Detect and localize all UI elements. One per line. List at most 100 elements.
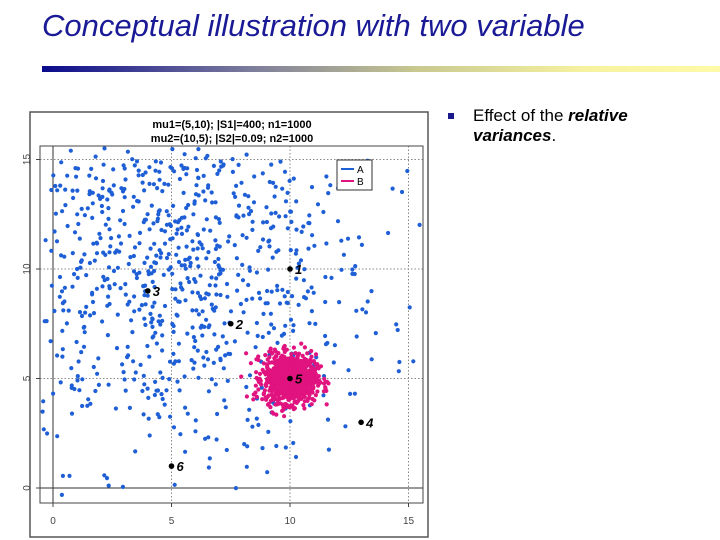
point-series-A — [269, 289, 274, 294]
point-series-A — [225, 294, 230, 299]
point-series-A — [162, 181, 167, 186]
point-series-A — [221, 366, 226, 371]
point-series-A — [96, 193, 101, 198]
point-series-A — [160, 189, 165, 194]
point-series-A — [79, 313, 85, 319]
point-series-A — [145, 293, 150, 298]
point-series-B — [269, 370, 274, 375]
point-series-A — [138, 362, 143, 367]
point-series-A — [193, 338, 198, 344]
point-series-A — [280, 287, 285, 292]
point-series-A — [215, 411, 220, 417]
point-series-A — [168, 165, 173, 170]
point-series-A — [170, 287, 175, 292]
point-series-A — [91, 241, 96, 246]
point-series-A — [303, 296, 309, 301]
point-series-A — [41, 399, 46, 404]
point-series-A — [57, 274, 63, 280]
point-series-A — [218, 358, 223, 363]
point-series-A — [202, 324, 207, 329]
legend-box — [336, 159, 373, 191]
point-series-A — [196, 147, 201, 152]
point-series-A — [255, 333, 260, 338]
point-series-B — [298, 385, 303, 390]
point-series-A — [234, 214, 239, 219]
point-series-A — [337, 300, 342, 305]
point-series-A — [89, 166, 94, 171]
point-series-A — [244, 152, 249, 157]
point-series-B — [325, 379, 330, 384]
point-series-A — [75, 378, 80, 383]
point-series-A — [339, 267, 344, 272]
point-series-A — [136, 168, 141, 173]
point-series-B — [282, 414, 287, 419]
point-series-A — [195, 290, 200, 295]
point-series-A — [137, 241, 142, 246]
point-series-A — [154, 341, 159, 346]
point-series-A — [186, 202, 191, 208]
point-series-A — [54, 239, 60, 244]
point-series-B — [272, 381, 277, 386]
point-series-A — [85, 206, 90, 211]
point-series-B — [274, 375, 280, 380]
point-series-A — [107, 188, 112, 193]
point-series-B — [264, 397, 269, 402]
point-series-A — [80, 377, 85, 382]
point-series-A — [88, 401, 93, 406]
point-series-A — [154, 253, 159, 258]
point-series-A — [53, 183, 58, 189]
point-series-A — [73, 166, 78, 171]
point-series-A — [273, 184, 278, 189]
point-series-A — [246, 194, 251, 199]
point-series-A — [209, 302, 214, 307]
point-series-A — [185, 276, 190, 281]
point-series-A — [147, 433, 152, 438]
point-series-A — [267, 179, 272, 185]
point-series-A — [359, 242, 364, 247]
point-series-A — [57, 294, 62, 299]
point-series-A — [87, 192, 92, 197]
point-series-A — [185, 411, 190, 416]
point-series-A — [106, 382, 111, 387]
point-series-B — [281, 346, 286, 351]
point-series-A — [145, 343, 150, 349]
point-series-A — [156, 212, 161, 217]
point-series-A — [122, 166, 127, 171]
point-series-A — [321, 393, 326, 398]
point-series-A — [172, 482, 177, 487]
point-series-A — [190, 290, 195, 295]
point-series-B — [278, 401, 283, 406]
point-series-A — [176, 259, 182, 265]
point-series-B — [267, 360, 272, 365]
point-series-B — [302, 345, 307, 350]
point-series-B — [302, 399, 307, 404]
point-series-A — [143, 170, 148, 175]
point-series-A — [140, 388, 145, 394]
point-series-A — [310, 233, 315, 238]
point-series-A — [77, 236, 82, 241]
point-series-A — [120, 208, 126, 214]
point-series-A — [295, 265, 300, 270]
point-series-A — [137, 230, 143, 235]
point-series-A — [179, 263, 184, 268]
bullet-emphasis: relative variances — [473, 106, 628, 145]
point-series-A — [254, 416, 259, 421]
point-series-A — [75, 374, 80, 379]
point-series-B — [284, 369, 289, 375]
point-series-A — [126, 261, 131, 267]
point-series-A — [152, 392, 157, 398]
point-series-A — [171, 425, 177, 430]
point-series-A — [155, 219, 160, 224]
point-series-B — [305, 351, 310, 356]
point-series-A — [113, 406, 118, 411]
y-tick-label: 10 — [22, 263, 33, 275]
point-series-A — [171, 323, 176, 329]
point-series-A — [182, 152, 187, 157]
point-series-B — [256, 387, 261, 392]
point-series-A — [83, 310, 88, 315]
point-series-A — [256, 422, 261, 427]
point-series-A — [59, 160, 64, 165]
point-series-A — [204, 256, 209, 261]
point-series-A — [41, 427, 46, 432]
point-series-A — [115, 312, 120, 317]
